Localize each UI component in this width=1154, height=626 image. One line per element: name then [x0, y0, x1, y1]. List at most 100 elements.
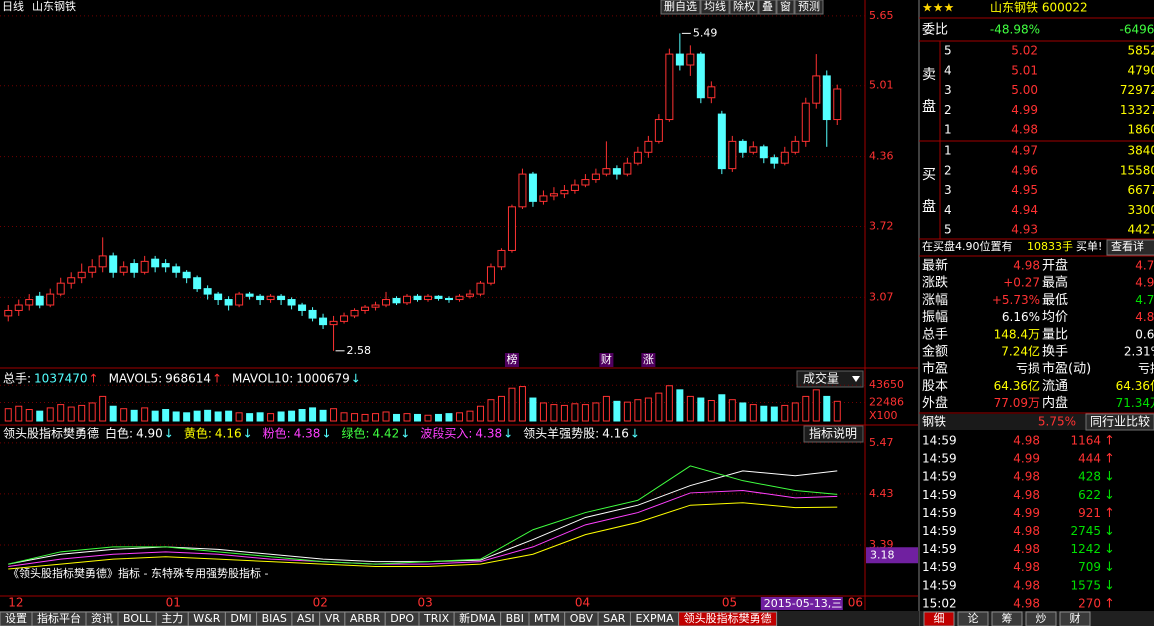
volume-bar — [466, 410, 474, 422]
stat-value: 亏损 — [1016, 362, 1040, 376]
book-volume: 6677 — [1127, 183, 1154, 197]
period-label: 日线 — [2, 0, 24, 13]
event-marker — [504, 353, 519, 367]
stat-label: 流通 — [1042, 379, 1068, 394]
tab-label: DPO — [390, 612, 414, 625]
volume-bar — [802, 395, 810, 422]
volume-bar — [770, 406, 778, 422]
indicator-name: 波段买入: — [420, 426, 472, 441]
book-volume: 1860 — [1127, 123, 1154, 137]
stat-value: 64.36亿 — [1116, 378, 1154, 393]
trade-direction: ↑ — [1104, 506, 1115, 521]
candle-body — [665, 53, 674, 121]
toolbar-button-label: 删自选 — [664, 0, 697, 13]
side-tab[interactable] — [1025, 611, 1057, 626]
indicator-arrow: ↑ — [212, 372, 222, 386]
x-tick-label: 02 — [313, 596, 328, 610]
volume-bar — [382, 411, 390, 422]
side-tab[interactable] — [923, 611, 955, 626]
volume-bar — [330, 408, 338, 422]
trade-price: 4.98 — [1013, 434, 1040, 448]
tab-label: BIAS — [262, 612, 287, 625]
trade-direction: ↑ — [1104, 596, 1115, 611]
indicator-line — [8, 465, 838, 565]
stat-value: 4.70 — [1135, 293, 1154, 307]
indicator-arrow: ↓ — [164, 427, 174, 441]
stat-value: +5.73% — [992, 293, 1040, 307]
volume-bar — [393, 413, 401, 422]
x-tick-label: 03 — [418, 596, 433, 610]
volume-bar — [67, 406, 75, 422]
candle-body — [654, 119, 663, 142]
indicator-value: 4.42 — [373, 427, 400, 441]
toolbar-button[interactable] — [794, 0, 824, 15]
stat-label: 市盈(动) — [1042, 361, 1091, 377]
sector-change: 5.75% — [1038, 415, 1076, 429]
candle-body — [424, 295, 432, 301]
ratio-pct: -48.98% — [990, 23, 1040, 37]
indicator-value: 4.38 — [475, 427, 502, 441]
candle-body — [486, 266, 495, 284]
candle-body — [67, 277, 76, 284]
candle-body — [193, 277, 202, 290]
tab-label: 主力 — [161, 612, 183, 625]
trade-time: 14:59 — [922, 434, 957, 448]
candle-body — [791, 140, 800, 153]
tab[interactable] — [678, 611, 778, 626]
candle-body — [539, 195, 548, 202]
indicator-name: 白色: — [105, 426, 133, 441]
candle-body — [591, 173, 600, 181]
stat-label: 量比 — [1042, 327, 1068, 342]
indicator-name: 粉色: — [263, 427, 291, 441]
volume-bar — [571, 403, 579, 422]
candle-body — [256, 295, 265, 301]
stat-value: 148.4万 — [994, 327, 1040, 341]
volume-bar — [497, 395, 505, 422]
candle-body — [277, 295, 286, 301]
stat-value: 亏损 — [1138, 362, 1154, 376]
candle-body — [25, 299, 34, 306]
side-tab[interactable] — [957, 611, 989, 626]
trade-volume: 2745 — [1070, 524, 1101, 538]
side-tab[interactable] — [991, 611, 1023, 626]
toolbar-button[interactable] — [758, 0, 777, 15]
candle-body — [833, 88, 842, 121]
book-price: 5.01 — [1011, 63, 1038, 77]
pane-selector[interactable] — [796, 370, 864, 388]
sector-button[interactable] — [1085, 413, 1154, 431]
y-tick-label: 3.07 — [869, 290, 894, 303]
candle-body — [633, 151, 642, 164]
stat-value: 4.71 — [1135, 259, 1154, 273]
trade-direction: ↓ — [1104, 542, 1115, 557]
stat-label: 最高 — [1042, 275, 1068, 291]
candle-body — [465, 293, 474, 297]
stat-label: 市盈 — [922, 361, 948, 377]
toolbar-button[interactable] — [700, 0, 730, 15]
volume-bar — [623, 401, 631, 422]
indicator-value: 4.90 — [136, 427, 163, 441]
volume-bar — [78, 404, 86, 422]
toolbar-button[interactable] — [776, 0, 795, 15]
toolbar-button[interactable] — [660, 0, 701, 15]
volume-bar — [4, 408, 12, 422]
book-price: 4.96 — [1011, 163, 1038, 177]
candle-body — [403, 295, 412, 304]
stat-value: 7.24亿 — [1001, 344, 1040, 359]
side-tab-label: 财 — [1070, 611, 1081, 625]
volume-bar — [455, 412, 463, 422]
side-tab[interactable] — [1059, 611, 1091, 626]
trade-price: 4.98 — [1013, 524, 1040, 538]
indicator-help-button[interactable] — [803, 425, 864, 443]
toolbar-button[interactable] — [729, 0, 759, 15]
trade-volume: 622 — [1078, 488, 1101, 502]
notice-button[interactable] — [1106, 239, 1154, 256]
book-price: 5.00 — [1011, 83, 1038, 97]
volume-bar — [288, 410, 296, 422]
cursor-value: 3.18 — [870, 548, 895, 561]
tab-label: ASI — [297, 612, 315, 625]
indicator-arrow: ↓ — [243, 427, 253, 441]
book-volume: 3840 — [1127, 144, 1154, 158]
volume-bar — [298, 409, 306, 422]
event-marker — [599, 353, 614, 367]
book-volume: 4427 — [1127, 223, 1154, 237]
